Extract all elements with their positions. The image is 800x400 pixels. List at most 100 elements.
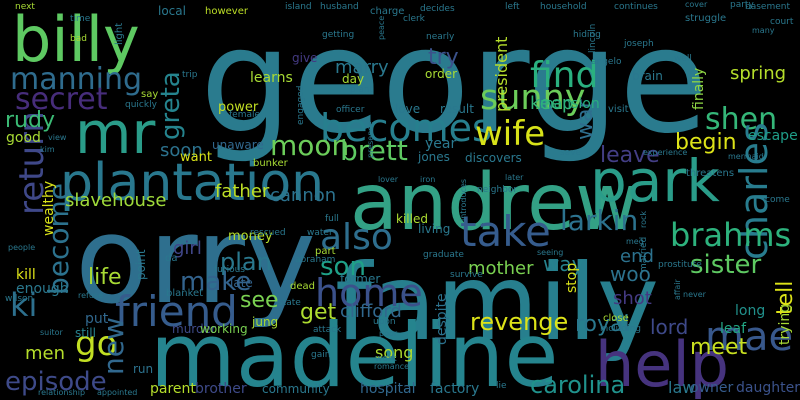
word-try: try <box>428 44 459 70</box>
word-state: state <box>278 297 301 308</box>
word-hospital: hospital <box>360 380 416 397</box>
word-law: law <box>668 377 696 397</box>
word-experience: experience <box>643 148 688 158</box>
word-rudy: rudy <box>5 107 55 133</box>
word-way: way <box>543 251 584 276</box>
word-jones: jones <box>418 150 450 165</box>
word-charge: charge <box>370 5 405 17</box>
word-brain: brain <box>632 69 663 84</box>
word-continues: continues <box>614 1 658 12</box>
word-keep: keep <box>530 93 574 115</box>
word-discovers: discovers <box>465 151 522 166</box>
word-secret: secret <box>15 82 108 118</box>
word-abraham: abraham <box>295 254 336 265</box>
word-basement: basement <box>745 1 790 12</box>
word-romance: romance <box>374 362 410 372</box>
word-hiding: hiding <box>573 29 601 40</box>
word-local: local <box>158 4 186 19</box>
word-give: give <box>292 51 318 66</box>
word-mother: mother <box>468 258 534 280</box>
word-long: long <box>735 302 766 319</box>
word-despite: despite <box>434 293 450 345</box>
word-upon: upon <box>373 316 396 327</box>
word-plantation: plantation <box>60 153 325 214</box>
word-introduces: introduces <box>459 178 468 221</box>
word-lord: lord <box>650 314 689 339</box>
word-time: time <box>70 13 91 24</box>
word-attack: attack <box>313 324 342 335</box>
word-presence: presence <box>366 121 375 158</box>
word-go: go <box>75 324 118 365</box>
word-struggle: struggle <box>685 12 727 24</box>
word-wilson: wilson <box>5 293 34 304</box>
word-leave: leave <box>600 142 660 168</box>
word-girl: girl <box>173 238 202 260</box>
word-learns: learns <box>250 69 293 86</box>
word-working: working <box>200 322 248 337</box>
word-husband: husband <box>320 1 359 12</box>
word-love: love <box>395 102 421 117</box>
word-jung: jung <box>252 315 279 330</box>
word-kill: kill <box>16 266 36 283</box>
word-family: family <box>335 241 660 364</box>
word-come: come <box>765 194 790 205</box>
word-find: find <box>530 55 599 97</box>
word-household: household <box>540 1 587 12</box>
word-clifford: clifford <box>340 301 402 323</box>
word-furious: furious <box>214 264 245 275</box>
word-carolina: carolina <box>530 371 626 400</box>
word-brett: brett <box>340 134 408 168</box>
word-people: people <box>8 243 36 253</box>
word-quickly: quickly <box>125 99 157 110</box>
word-son: son <box>320 251 366 282</box>
word-revenge: revenge <box>470 308 569 337</box>
word-make: make <box>180 266 252 297</box>
word-relationship: relationship <box>38 388 86 398</box>
word-orry: orry <box>75 191 316 331</box>
word-order: order <box>425 67 457 82</box>
word-get: get <box>300 299 337 325</box>
word-angelo: angelo <box>591 56 622 67</box>
word-slavehouse: slavehouse <box>65 190 167 212</box>
word-kim: kim <box>40 145 55 155</box>
word-royal: royal <box>575 311 630 337</box>
word-result: result <box>440 102 474 117</box>
word-soon: soon <box>160 140 203 162</box>
word-da: da <box>165 252 178 264</box>
word-rescued: rescued <box>250 227 286 238</box>
word-dead: dead <box>290 280 315 292</box>
word-trying: trying <box>777 303 793 345</box>
word-island: island <box>285 1 312 12</box>
word-mae: mae <box>705 314 794 361</box>
word-manning: manning <box>10 62 143 98</box>
word-poor: poor <box>379 329 398 339</box>
word-larkin: larkin <box>560 204 639 238</box>
word-seeing: seeing <box>537 248 564 258</box>
word-plan: plan <box>220 248 272 277</box>
word-view: view <box>48 133 67 143</box>
word-getting: getting <box>322 29 355 40</box>
word-shen: shen <box>705 102 778 138</box>
word-run: run <box>133 362 154 377</box>
word-suitor: suitor <box>40 328 63 338</box>
word-plant: plant <box>350 84 373 95</box>
word-madeline: madeline <box>150 304 559 400</box>
word-water: water <box>307 227 333 238</box>
word-mr: mr <box>75 99 156 168</box>
word-brother: brother <box>195 380 247 397</box>
word-affair: affair <box>673 279 682 300</box>
word-men: men <box>25 343 66 365</box>
word-joseph: joseph <box>624 38 654 49</box>
word-prostitute: prostitute <box>658 259 702 270</box>
word-day: day <box>342 72 365 87</box>
word-cannon: cannon <box>270 185 337 207</box>
word-trip: trip <box>182 69 198 80</box>
word-living: living <box>418 222 451 237</box>
word-lover: lover <box>378 175 399 185</box>
word-begin: begin <box>675 129 737 155</box>
word-owner: owner <box>690 379 734 396</box>
word-episode: episode <box>5 366 107 397</box>
word-decides: decides <box>420 3 455 14</box>
word-left: left <box>505 1 520 12</box>
